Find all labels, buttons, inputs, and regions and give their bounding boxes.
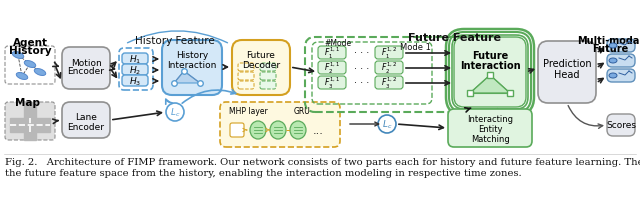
Text: Multi-modal: Multi-modal <box>577 36 640 46</box>
Ellipse shape <box>250 121 266 139</box>
Text: $L_c$: $L_c$ <box>170 106 180 119</box>
Text: #Mode: #Mode <box>324 38 351 47</box>
FancyBboxPatch shape <box>220 102 340 147</box>
Ellipse shape <box>35 69 45 76</box>
Text: $F_1^{1,2}$: $F_1^{1,2}$ <box>381 45 397 61</box>
FancyBboxPatch shape <box>538 42 596 103</box>
Bar <box>10 118 50 132</box>
FancyBboxPatch shape <box>607 40 635 53</box>
Text: the future feature space from the history, enabling the interaction modeling in : the future feature space from the histor… <box>5 169 522 178</box>
Text: $H_1$: $H_1$ <box>129 53 141 65</box>
Text: Lane: Lane <box>75 113 97 122</box>
Ellipse shape <box>12 52 24 59</box>
FancyBboxPatch shape <box>62 102 110 138</box>
FancyBboxPatch shape <box>232 41 290 96</box>
Ellipse shape <box>16 73 28 80</box>
Ellipse shape <box>609 59 617 64</box>
Text: $H_2$: $H_2$ <box>129 64 141 76</box>
Text: Encoder: Encoder <box>67 122 104 131</box>
Ellipse shape <box>609 44 617 49</box>
Text: Future Feature: Future Feature <box>408 33 502 43</box>
Text: ...: ... <box>312 125 323 135</box>
FancyBboxPatch shape <box>5 102 55 140</box>
FancyBboxPatch shape <box>448 109 532 147</box>
FancyBboxPatch shape <box>260 82 276 89</box>
Text: $L_c$: $L_c$ <box>382 118 392 131</box>
Text: $F_2^{1,2}$: $F_2^{1,2}$ <box>381 60 397 76</box>
Text: Scores: Scores <box>606 121 636 130</box>
Text: Mode 1: Mode 1 <box>399 43 431 52</box>
Text: Decoder: Decoder <box>242 60 280 69</box>
FancyBboxPatch shape <box>454 38 526 107</box>
FancyBboxPatch shape <box>238 64 254 72</box>
FancyBboxPatch shape <box>318 62 346 75</box>
Text: Future: Future <box>472 51 508 61</box>
Text: History Feature: History Feature <box>135 36 215 46</box>
FancyBboxPatch shape <box>260 64 276 72</box>
FancyBboxPatch shape <box>62 48 110 89</box>
FancyBboxPatch shape <box>607 70 635 83</box>
FancyBboxPatch shape <box>318 77 346 89</box>
Text: Map: Map <box>15 98 40 107</box>
Ellipse shape <box>290 121 306 139</box>
Bar <box>24 102 36 140</box>
Text: History: History <box>9 46 51 56</box>
FancyBboxPatch shape <box>375 47 403 60</box>
FancyBboxPatch shape <box>122 76 148 87</box>
Text: Entity: Entity <box>477 125 502 134</box>
Text: Interaction: Interaction <box>460 61 520 71</box>
FancyBboxPatch shape <box>162 41 222 96</box>
Text: MHP layer: MHP layer <box>228 107 268 116</box>
Ellipse shape <box>24 61 36 68</box>
Circle shape <box>378 115 396 133</box>
FancyBboxPatch shape <box>238 82 254 89</box>
FancyBboxPatch shape <box>607 115 635 136</box>
Polygon shape <box>470 76 510 94</box>
Text: $F_3^{1,1}$: $F_3^{1,1}$ <box>324 75 340 91</box>
Text: GRU: GRU <box>294 107 310 116</box>
FancyBboxPatch shape <box>122 65 148 76</box>
Bar <box>10 118 50 132</box>
Text: · · ·: · · · <box>355 78 370 88</box>
Circle shape <box>166 103 184 121</box>
Text: Interacting: Interacting <box>467 115 513 124</box>
Text: Motion: Motion <box>70 58 101 67</box>
Text: Interaction: Interaction <box>167 60 217 69</box>
Text: $F_2^{1,1}$: $F_2^{1,1}$ <box>324 60 340 76</box>
FancyBboxPatch shape <box>5 47 55 85</box>
Text: $F_3^{1,2}$: $F_3^{1,2}$ <box>381 75 397 91</box>
FancyBboxPatch shape <box>238 73 254 81</box>
Ellipse shape <box>609 74 617 79</box>
Text: Future: Future <box>592 44 628 54</box>
Text: $F_1^{1,1}$: $F_1^{1,1}$ <box>324 45 340 61</box>
FancyBboxPatch shape <box>260 73 276 81</box>
Text: Prediction: Prediction <box>543 59 591 69</box>
Text: Fig. 2.   Architecture of FIMP framework. Our network consists of two parts each: Fig. 2. Architecture of FIMP framework. … <box>5 158 640 167</box>
Text: · · ·: · · · <box>355 63 370 73</box>
Text: History: History <box>176 51 208 60</box>
Ellipse shape <box>270 121 286 139</box>
Text: Matching: Matching <box>470 135 509 144</box>
Text: · · ·: · · · <box>355 48 370 58</box>
FancyBboxPatch shape <box>375 77 403 89</box>
FancyBboxPatch shape <box>318 47 346 60</box>
FancyBboxPatch shape <box>122 54 148 65</box>
Polygon shape <box>174 72 200 84</box>
Text: Future: Future <box>246 51 275 60</box>
Text: $H_3$: $H_3$ <box>129 75 141 87</box>
FancyBboxPatch shape <box>375 62 403 75</box>
Text: Head: Head <box>554 70 580 80</box>
Text: Agent: Agent <box>13 38 47 48</box>
FancyBboxPatch shape <box>607 55 635 68</box>
Text: Encoder: Encoder <box>67 67 104 76</box>
FancyBboxPatch shape <box>230 123 244 137</box>
